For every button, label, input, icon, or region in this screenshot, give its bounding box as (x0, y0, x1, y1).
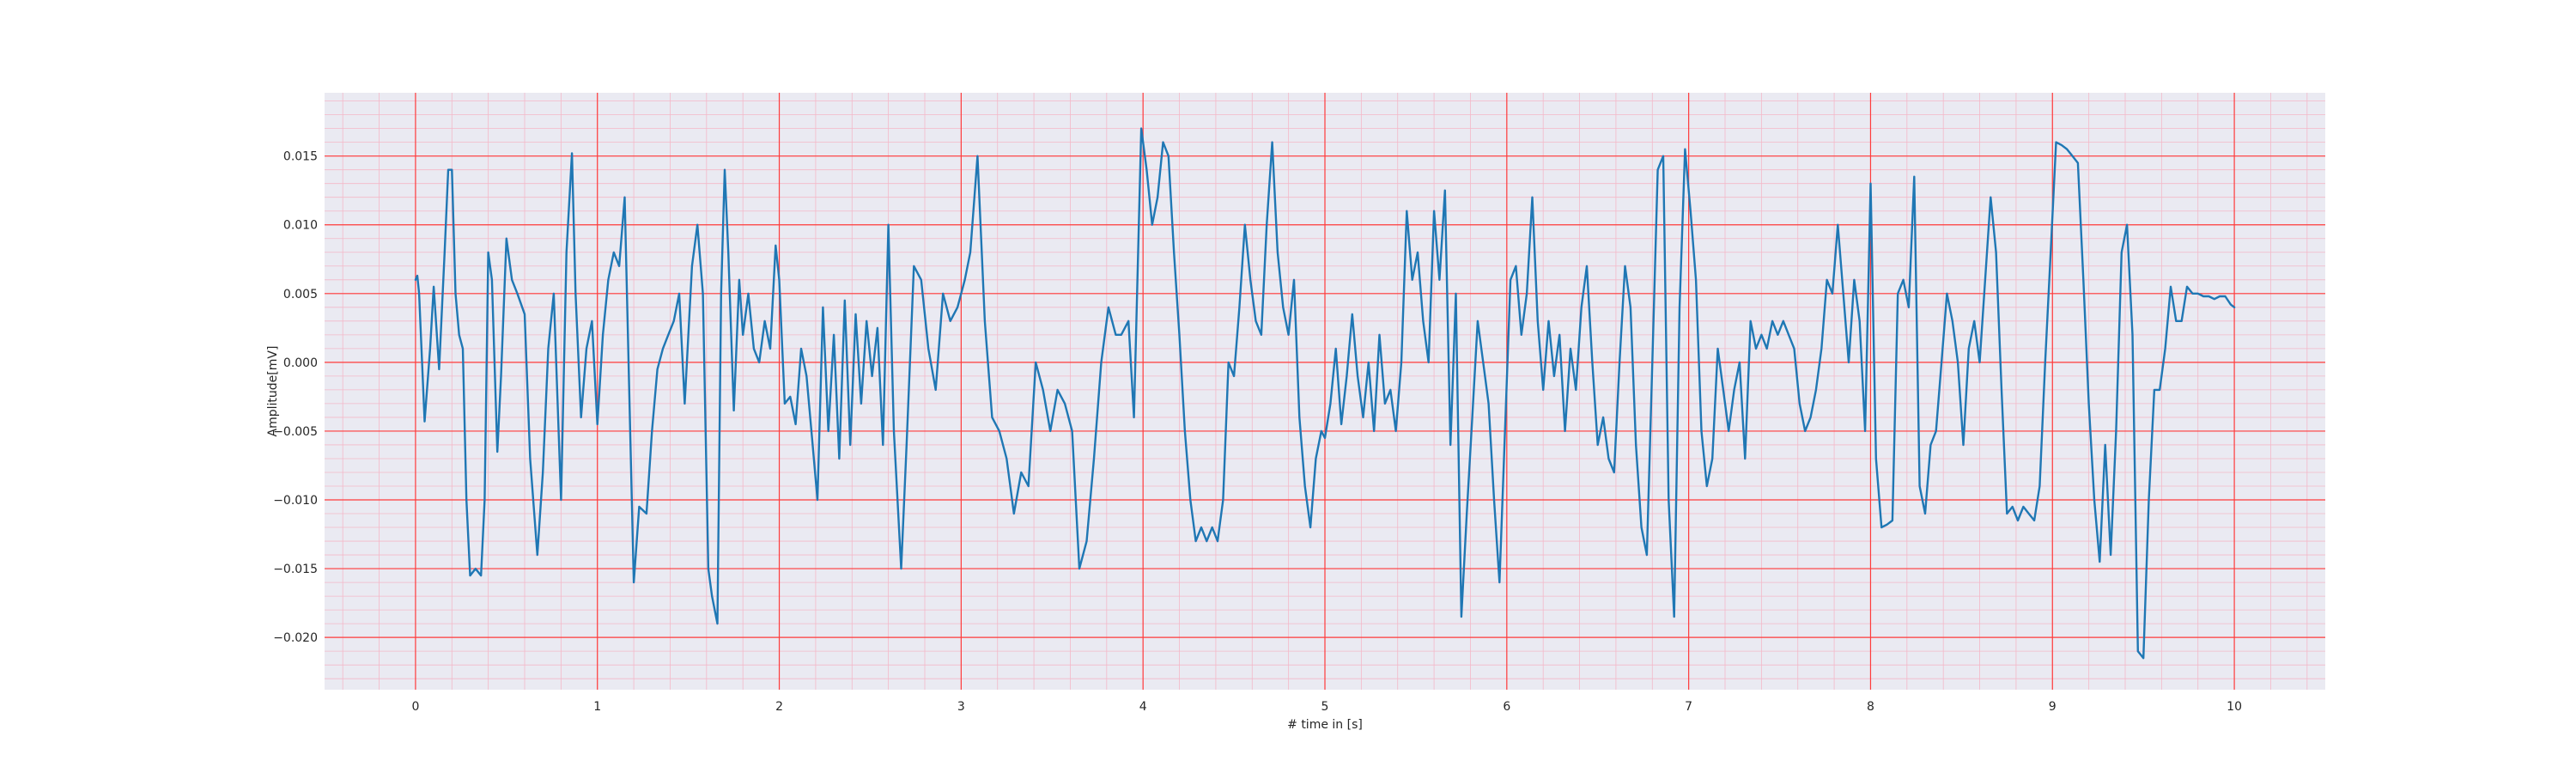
x-tick-label: 3 (957, 700, 965, 714)
x-tick-label: 0 (411, 700, 419, 714)
series-line-0 (414, 127, 2236, 660)
x-tick-label: 10 (2227, 700, 2242, 714)
y-tick-label: −0.020 (273, 631, 318, 645)
y-tick-label: 0.005 (283, 288, 318, 301)
y-tick-label: −0.010 (273, 494, 318, 508)
y-tick-label: −0.005 (273, 425, 318, 439)
x-tick-label: 1 (593, 700, 601, 714)
series-layer (414, 127, 2236, 660)
x-axis-ticks: 0 1 2 3 4 5 6 7 8 9 10 (411, 700, 2242, 714)
y-tick-label: 0.010 (283, 219, 318, 233)
x-tick-label: 5 (1321, 700, 1329, 714)
y-tick-label: 0.000 (283, 356, 318, 370)
y-tick-label: −0.015 (273, 563, 318, 576)
major-grid (325, 93, 2325, 690)
y-axis-ticks: 0.015 0.010 0.005 0.000 −0.005 −0.010 −0.015 −0… (273, 150, 318, 645)
x-tick-label: 4 (1139, 700, 1147, 714)
x-axis-label: # time in [s] (1287, 718, 1363, 732)
x-tick-label: 7 (1685, 700, 1692, 714)
x-tick-label: 6 (1503, 700, 1510, 714)
y-tick-label: 0.015 (283, 150, 318, 164)
x-tick-label: 9 (2049, 700, 2057, 714)
y-axis-label: Amplitude[mV] (266, 346, 280, 437)
x-tick-label: 2 (775, 700, 783, 714)
x-tick-label: 8 (1867, 700, 1874, 714)
